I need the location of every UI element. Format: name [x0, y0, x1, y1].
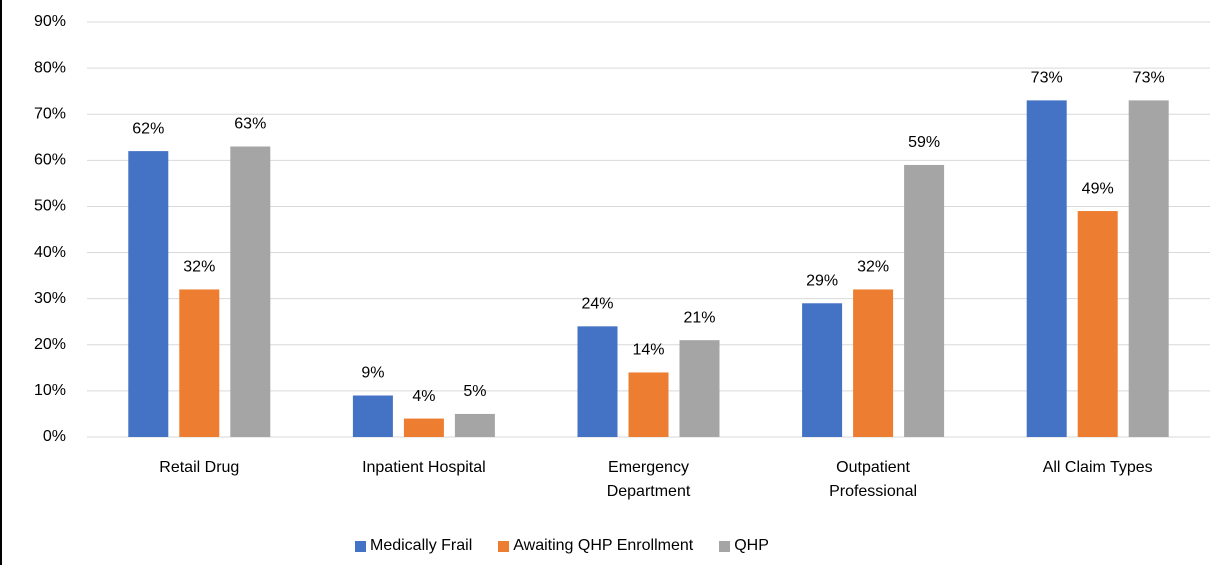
data-label: 21%	[683, 309, 715, 326]
data-label: 59%	[908, 134, 940, 151]
x-tick-label: Retail Drug	[159, 459, 240, 476]
legend-label: Medically Frail	[370, 537, 473, 554]
data-label: 14%	[632, 342, 664, 359]
bar	[628, 372, 669, 437]
data-label: 73%	[1031, 70, 1063, 87]
bar	[1128, 100, 1169, 437]
legend-item: QHP	[719, 537, 769, 555]
data-label: 9%	[361, 365, 384, 382]
y-tick-label: 90%	[34, 13, 66, 30]
bar	[230, 146, 271, 437]
x-tick-label: Inpatient Hospital	[362, 459, 486, 476]
y-tick-label: 50%	[34, 198, 66, 215]
x-tick-label: Outpatient Professional	[829, 459, 918, 500]
y-tick-label: 80%	[34, 59, 66, 76]
bar	[679, 340, 720, 437]
data-label: 24%	[581, 296, 613, 313]
y-tick-label: 60%	[34, 152, 66, 169]
legend-label: QHP	[734, 537, 769, 554]
data-label: 5%	[463, 383, 486, 400]
y-tick-label: 0%	[43, 428, 66, 445]
legend-swatch	[719, 540, 731, 552]
data-label: 73%	[1133, 70, 1165, 87]
y-tick-label: 20%	[34, 336, 66, 353]
y-tick-label: 10%	[34, 382, 66, 399]
bar	[904, 164, 945, 437]
data-label: 4%	[412, 388, 435, 405]
bar	[128, 151, 169, 437]
y-tick-label: 70%	[34, 105, 66, 122]
data-label: 63%	[234, 116, 266, 133]
data-label: 29%	[806, 272, 838, 289]
bar	[403, 418, 444, 437]
bar	[853, 289, 894, 437]
y-tick-label: 40%	[34, 244, 66, 261]
legend-label: Awaiting QHP Enrollment	[513, 537, 694, 554]
bar	[802, 303, 843, 437]
legend-swatch	[498, 540, 510, 552]
y-tick-label: 30%	[34, 290, 66, 307]
bar	[1026, 100, 1067, 437]
x-tick-label: All Claim Types	[1042, 459, 1153, 476]
data-label: 32%	[857, 259, 889, 276]
bar	[577, 326, 618, 437]
data-label: 62%	[132, 120, 164, 137]
x-tick-label: Emergency Department	[606, 459, 691, 500]
legend-item: Awaiting QHP Enrollment	[498, 537, 693, 555]
data-label: 32%	[183, 259, 215, 276]
legend-swatch	[355, 540, 366, 552]
bar	[179, 289, 220, 437]
bar	[1077, 211, 1118, 437]
frame	[0, 0, 2, 565]
bar	[454, 413, 495, 437]
legend: Medically Frail Awaiting QHP Enrollment QH…	[355, 537, 769, 555]
data-label: 49%	[1082, 180, 1114, 197]
bar	[352, 395, 393, 437]
legend-item: Medically Frail	[355, 537, 472, 555]
